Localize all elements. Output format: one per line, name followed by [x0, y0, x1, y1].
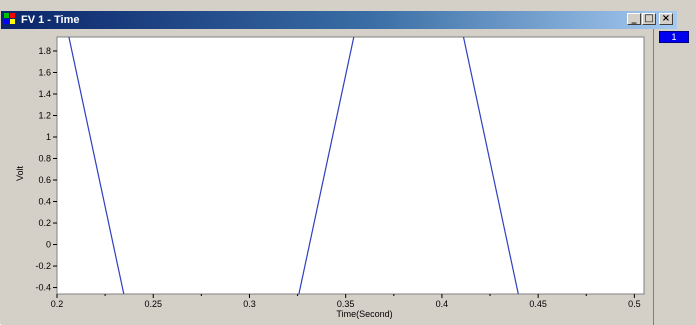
signal-traces: [68, 37, 519, 294]
plot-background: [56, 36, 645, 295]
x-tick-label: 0.3: [243, 299, 256, 309]
y-tick-label: 1: [46, 132, 51, 142]
x-tick-label: 0.25: [144, 299, 162, 309]
y-tick-label: 0: [46, 240, 51, 250]
trace-segment-1: [68, 37, 125, 294]
channel-panel: 1: [653, 29, 696, 325]
channel-indicator[interactable]: 1: [659, 31, 689, 43]
y-tick-label: 0.2: [38, 218, 51, 228]
y-axis: -0.4 -0.2 0 0.2 0.4 0.6 0.8 1 1.2 1.4 1.6 1.8: [35, 46, 57, 293]
scope-window-icon[interactable]: [4, 13, 18, 27]
close-icon[interactable]: ×: [659, 13, 673, 25]
x-tick-label: 0.2: [51, 299, 64, 309]
x-axis-label: Time(Second): [336, 309, 392, 319]
x-tick-label: 0.45: [529, 299, 547, 309]
y-tick-label: 1.4: [38, 89, 51, 99]
window-title: FV 1 - Time: [21, 14, 80, 26]
x-axis: 0.2 0.25 0.3 0.35 0.4 0.45 0.5: [51, 294, 641, 309]
y-tick-label: 1.8: [38, 46, 51, 56]
x-tick-label: 0.35: [337, 299, 355, 309]
y-tick-label: 1.2: [38, 110, 51, 120]
y-tick-label: 1.6: [38, 67, 51, 77]
time-plot[interactable]: -0.4-0.200.20.40.60.811.21.41.61.8 0.2 0.…: [1, 29, 653, 325]
plot-frame: -0.4 -0.2 0 0.2 0.4 0.6 0.8 1 1.2 1.4 1.6 1.8 0.2 0.…: [1, 29, 653, 325]
x-tick-label: 0.5: [628, 299, 641, 309]
y-tick-label: -0.2: [35, 261, 51, 271]
title-bar-edge: [677, 11, 696, 29]
y-tick-label: 0.8: [38, 154, 51, 164]
maximize-icon[interactable]: □: [642, 13, 656, 25]
trace-segment-2: [298, 37, 355, 294]
x-tick-label: 0.4: [436, 299, 449, 309]
y-axis-label: Volt: [15, 165, 25, 181]
y-tick-label: 0.4: [38, 197, 51, 207]
title-bar[interactable]: FV 1 - Time _ □ ×: [1, 11, 677, 29]
trace-segment-3: [462, 37, 519, 294]
minimize-icon[interactable]: _: [627, 13, 641, 25]
y-tick-label: -0.4: [35, 283, 51, 293]
y-tick-label: 0.6: [38, 175, 51, 185]
